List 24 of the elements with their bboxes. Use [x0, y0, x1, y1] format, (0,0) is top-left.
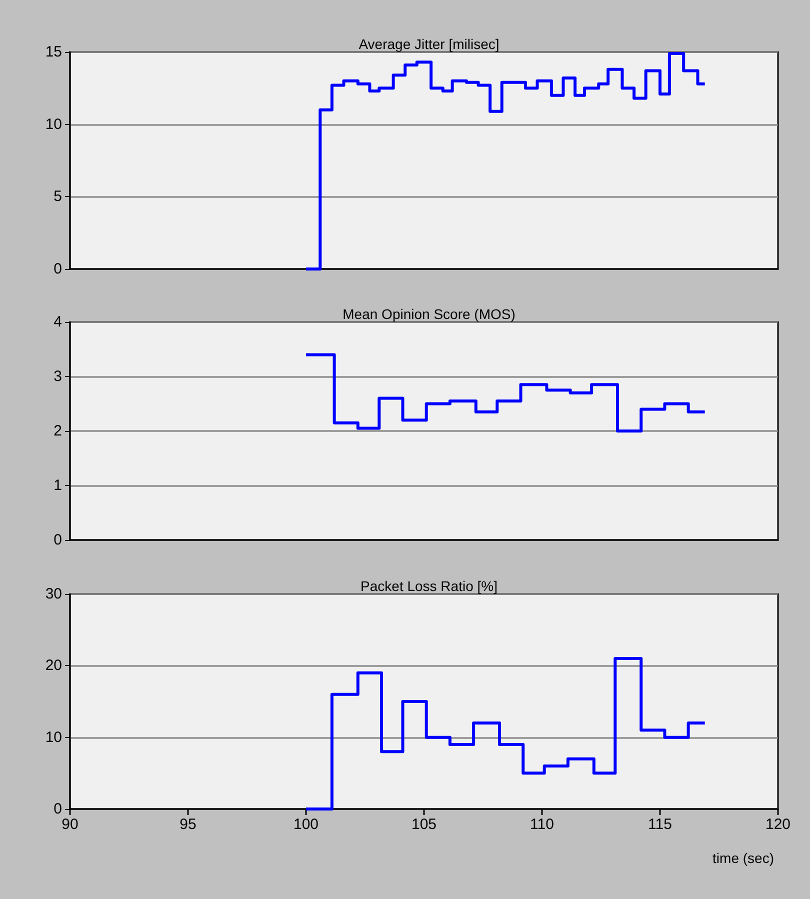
x-tick-label: 90 [62, 816, 78, 833]
y-tick-label: 10 [45, 728, 62, 746]
y-tick-label: 0 [54, 800, 62, 818]
x-tick-label: 100 [293, 816, 319, 833]
x-tick-label: 95 [180, 816, 196, 833]
chart-title: Packet Loss Ratio [%] [360, 578, 498, 594]
y-tick-label: 15 [45, 44, 62, 60]
y-tick-label: 0 [54, 260, 62, 278]
y-tick-label: 30 [45, 586, 62, 602]
y-tick-label: 0 [54, 532, 62, 548]
chart-title: Average Jitter [milisec] [358, 36, 500, 52]
y-tick-label: 5 [54, 188, 62, 206]
x-tick-label: 105 [411, 816, 437, 833]
y-tick-label: 4 [54, 314, 62, 330]
y-tick-label: 1 [54, 477, 62, 494]
y-tick-label: 10 [45, 116, 62, 133]
x-tick-label: 120 [765, 816, 791, 833]
x-tick-label: 115 [648, 816, 672, 833]
y-tick-label: 20 [45, 657, 62, 674]
chart-title: Mean Opinion Score (MOS) [342, 306, 516, 322]
y-tick-label: 3 [54, 368, 62, 385]
x-axis-title: time (sec) [712, 850, 774, 866]
x-tick-label: 110 [530, 816, 554, 833]
y-tick-label: 2 [54, 422, 62, 440]
